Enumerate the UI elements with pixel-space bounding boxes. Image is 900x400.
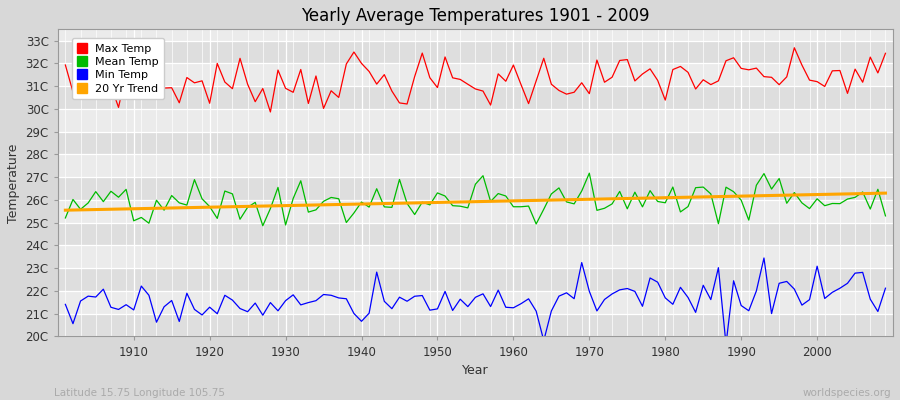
Bar (58, 177, 893, 200)
Bar (58, 41, 893, 64)
Bar (58, 64, 893, 86)
Bar (58, 268, 893, 291)
Bar (58, 154, 893, 177)
Legend: Max Temp, Mean Temp, Min Temp, 20 Yr Trend: Max Temp, Mean Temp, Min Temp, 20 Yr Tre… (72, 38, 164, 100)
Bar (58, 291, 893, 314)
Text: worldspecies.org: worldspecies.org (803, 388, 891, 398)
Text: Latitude 15.75 Longitude 105.75: Latitude 15.75 Longitude 105.75 (54, 388, 225, 398)
Bar (58, 132, 893, 154)
Bar (58, 200, 893, 223)
X-axis label: Year: Year (462, 364, 489, 377)
Bar (58, 314, 893, 336)
Title: Yearly Average Temperatures 1901 - 2009: Yearly Average Temperatures 1901 - 2009 (302, 7, 650, 25)
Bar (58, 246, 893, 268)
Bar (58, 223, 893, 246)
Bar (58, 18, 893, 41)
Y-axis label: Temperature: Temperature (7, 143, 20, 222)
Bar (58, 86, 893, 109)
Bar (58, 109, 893, 132)
